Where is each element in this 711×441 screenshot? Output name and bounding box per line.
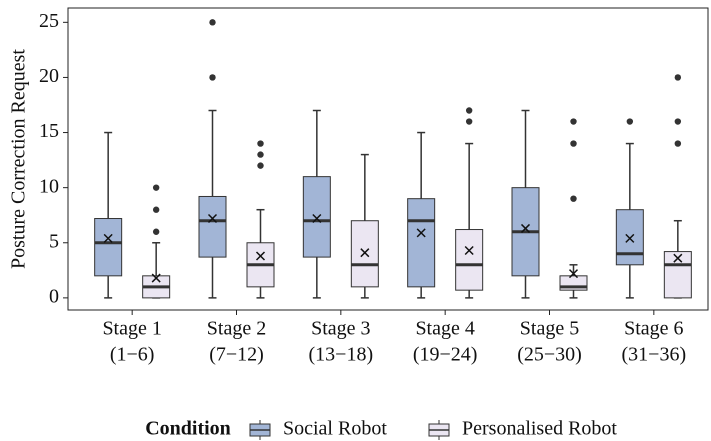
x-tick-label: (25−30): [517, 344, 582, 366]
outlier: [209, 74, 216, 81]
mean-marker: [673, 253, 683, 263]
x-tick-label: Stage 5: [520, 318, 579, 340]
legend-label: Personalised Robot: [462, 418, 617, 440]
box: [94, 218, 123, 277]
mean-marker: [312, 213, 322, 224]
y-tick-label: 10: [39, 175, 59, 197]
y-tick-label: 0: [49, 285, 59, 307]
x-tick-label: (19−24): [413, 344, 478, 366]
y-tick-label: 25: [39, 10, 59, 32]
outlier: [257, 140, 264, 147]
box: [198, 195, 227, 258]
box: [302, 176, 331, 258]
x-tick-label: Stage 4: [415, 318, 474, 340]
box: [407, 198, 436, 288]
x-tick-label: (31−36): [622, 344, 687, 366]
mean-marker: [207, 213, 218, 224]
outlier: [570, 118, 577, 125]
outlier: [209, 19, 216, 26]
outlier: [257, 151, 264, 158]
x-tick-label: (13−18): [309, 344, 374, 366]
mean-marker: [568, 269, 579, 279]
x-tick-label: Stage 1: [102, 318, 161, 340]
x-tick-label: Stage 3: [311, 318, 370, 340]
y-tick-label: 15: [39, 120, 59, 142]
outlier: [465, 107, 473, 114]
outlier: [152, 228, 160, 235]
mean-marker: [360, 248, 370, 258]
outlier: [570, 195, 577, 202]
legend-label: Social Robot: [283, 418, 387, 440]
mean-marker: [464, 245, 474, 256]
mean-marker: [103, 233, 113, 243]
legend-title: Condition: [145, 418, 231, 440]
mean-marker: [151, 273, 161, 283]
plot-frame: [67, 7, 709, 311]
y-tick-label: 20: [39, 65, 59, 87]
x-tick-label: (7−12): [209, 344, 264, 366]
box: [663, 251, 692, 299]
mean-marker: [625, 233, 635, 243]
mean-marker: [416, 228, 426, 238]
x-tick-label: Stage 6: [624, 318, 683, 340]
box: [615, 209, 644, 266]
outlier: [674, 118, 682, 125]
mean-marker: [255, 251, 266, 261]
outlier: [465, 118, 473, 125]
outlier: [152, 184, 160, 191]
outlier: [570, 140, 577, 147]
outlier: [257, 162, 264, 169]
outlier: [674, 74, 682, 81]
y-axis-label: Posture Correction Request: [8, 49, 30, 269]
outlier: [626, 118, 634, 125]
outlier: [674, 140, 682, 147]
x-tick-label: (1−6): [110, 344, 155, 366]
box: [455, 229, 484, 291]
x-tick-label: Stage 2: [207, 318, 266, 340]
y-tick-label: 5: [49, 230, 59, 252]
box: [350, 220, 379, 288]
outlier: [152, 206, 160, 213]
mean-marker: [520, 223, 531, 233]
